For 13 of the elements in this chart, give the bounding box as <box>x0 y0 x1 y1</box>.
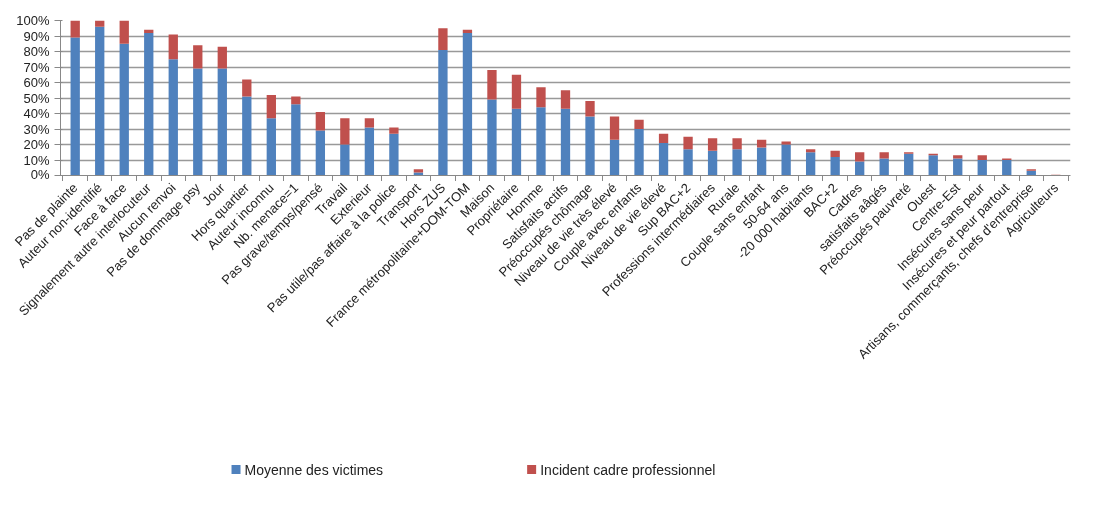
y-tick-label: 10% <box>23 152 50 168</box>
y-tick-label: 70% <box>23 59 50 75</box>
y-tick-label: 100% <box>16 13 50 28</box>
legend-label: Incident cadre professionnel <box>540 461 716 478</box>
y-tick-label: 90% <box>23 28 50 44</box>
y-tick-label: 20% <box>23 137 50 152</box>
y-tick-label: 60% <box>23 75 50 90</box>
y-tick-label: 0% <box>30 166 50 182</box>
y-tick-label: 80% <box>23 44 50 59</box>
y-tick-label: 50% <box>23 90 50 106</box>
y-tick-label: 40% <box>23 106 50 121</box>
y-tick-label: 30% <box>23 121 50 137</box>
legend-label: Moyenne des victimes <box>244 461 384 478</box>
